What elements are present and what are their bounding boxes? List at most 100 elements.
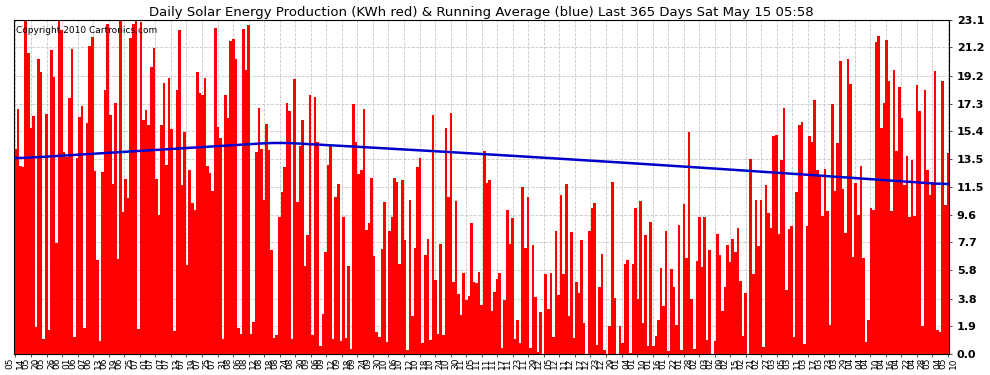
Bar bbox=[286, 103, 288, 354]
Bar bbox=[170, 129, 173, 354]
Bar bbox=[609, 327, 611, 354]
Bar bbox=[343, 217, 345, 354]
Bar bbox=[406, 351, 409, 354]
Bar bbox=[57, 20, 60, 354]
Bar bbox=[844, 233, 846, 354]
Bar bbox=[378, 336, 380, 354]
Bar bbox=[106, 24, 109, 354]
Bar bbox=[667, 351, 670, 354]
Bar bbox=[934, 71, 937, 354]
Bar bbox=[288, 111, 291, 354]
Bar bbox=[893, 70, 895, 354]
Bar bbox=[598, 286, 601, 354]
Bar bbox=[362, 109, 365, 354]
Bar bbox=[148, 125, 149, 354]
Bar bbox=[99, 341, 101, 354]
Bar bbox=[196, 72, 199, 354]
Bar bbox=[864, 342, 867, 354]
Bar bbox=[178, 30, 181, 354]
Bar bbox=[637, 299, 640, 354]
Bar bbox=[716, 234, 719, 354]
Bar bbox=[86, 123, 88, 354]
Bar bbox=[516, 320, 519, 354]
Bar bbox=[125, 179, 127, 354]
Bar bbox=[352, 104, 354, 354]
Bar bbox=[262, 200, 265, 354]
Bar bbox=[317, 142, 319, 354]
Bar bbox=[642, 323, 644, 354]
Bar bbox=[688, 132, 690, 354]
Bar bbox=[635, 208, 637, 354]
Bar bbox=[275, 335, 278, 354]
Bar bbox=[291, 339, 293, 354]
Bar bbox=[919, 111, 921, 354]
Bar bbox=[759, 200, 762, 354]
Bar bbox=[816, 170, 819, 354]
Bar bbox=[52, 77, 55, 354]
Bar bbox=[834, 190, 837, 354]
Bar bbox=[322, 314, 324, 354]
Bar bbox=[152, 48, 155, 354]
Bar bbox=[157, 216, 160, 354]
Bar bbox=[365, 230, 367, 354]
Bar bbox=[744, 293, 746, 354]
Bar bbox=[754, 200, 757, 354]
Bar bbox=[380, 249, 383, 354]
Bar bbox=[396, 182, 398, 354]
Bar bbox=[138, 329, 140, 354]
Bar bbox=[332, 339, 335, 354]
Title: Daily Solar Energy Production (KWh red) & Running Average (blue) Last 365 Days S: Daily Solar Energy Production (KWh red) … bbox=[149, 6, 814, 18]
Bar bbox=[901, 118, 903, 354]
Bar bbox=[559, 195, 562, 354]
Bar bbox=[777, 234, 780, 354]
Bar bbox=[140, 22, 143, 354]
Bar bbox=[801, 122, 803, 354]
Bar bbox=[857, 215, 859, 354]
Bar bbox=[593, 202, 596, 354]
Bar bbox=[38, 59, 40, 354]
Bar bbox=[225, 95, 227, 354]
Bar bbox=[175, 90, 178, 354]
Bar bbox=[762, 347, 764, 354]
Bar bbox=[670, 269, 672, 354]
Bar bbox=[798, 125, 801, 354]
Bar bbox=[245, 70, 248, 354]
Bar bbox=[888, 81, 890, 354]
Bar bbox=[821, 216, 824, 354]
Bar bbox=[101, 172, 104, 354]
Bar bbox=[135, 20, 138, 354]
Bar bbox=[519, 343, 522, 354]
Bar bbox=[601, 254, 603, 354]
Bar bbox=[719, 255, 721, 354]
Bar bbox=[209, 173, 212, 354]
Bar bbox=[145, 110, 148, 354]
Bar bbox=[270, 251, 273, 354]
Bar bbox=[27, 53, 30, 354]
Bar bbox=[657, 320, 659, 354]
Bar bbox=[846, 59, 849, 354]
Bar bbox=[311, 335, 314, 354]
Bar bbox=[693, 349, 696, 354]
Bar bbox=[772, 136, 775, 354]
Bar bbox=[557, 295, 559, 354]
Bar bbox=[752, 274, 754, 354]
Bar bbox=[204, 78, 206, 354]
Bar bbox=[640, 201, 642, 354]
Bar bbox=[347, 267, 349, 354]
Bar bbox=[908, 217, 911, 354]
Bar bbox=[644, 236, 646, 354]
Bar bbox=[119, 20, 122, 354]
Bar bbox=[273, 338, 275, 354]
Bar bbox=[770, 228, 772, 354]
Bar bbox=[875, 42, 877, 354]
Bar bbox=[309, 95, 311, 354]
Bar bbox=[572, 338, 575, 354]
Bar bbox=[367, 223, 370, 354]
Bar bbox=[596, 345, 598, 354]
Bar bbox=[335, 198, 337, 354]
Bar bbox=[524, 248, 527, 354]
Bar bbox=[414, 248, 417, 354]
Bar bbox=[629, 352, 632, 354]
Bar bbox=[570, 232, 572, 354]
Bar bbox=[675, 326, 677, 354]
